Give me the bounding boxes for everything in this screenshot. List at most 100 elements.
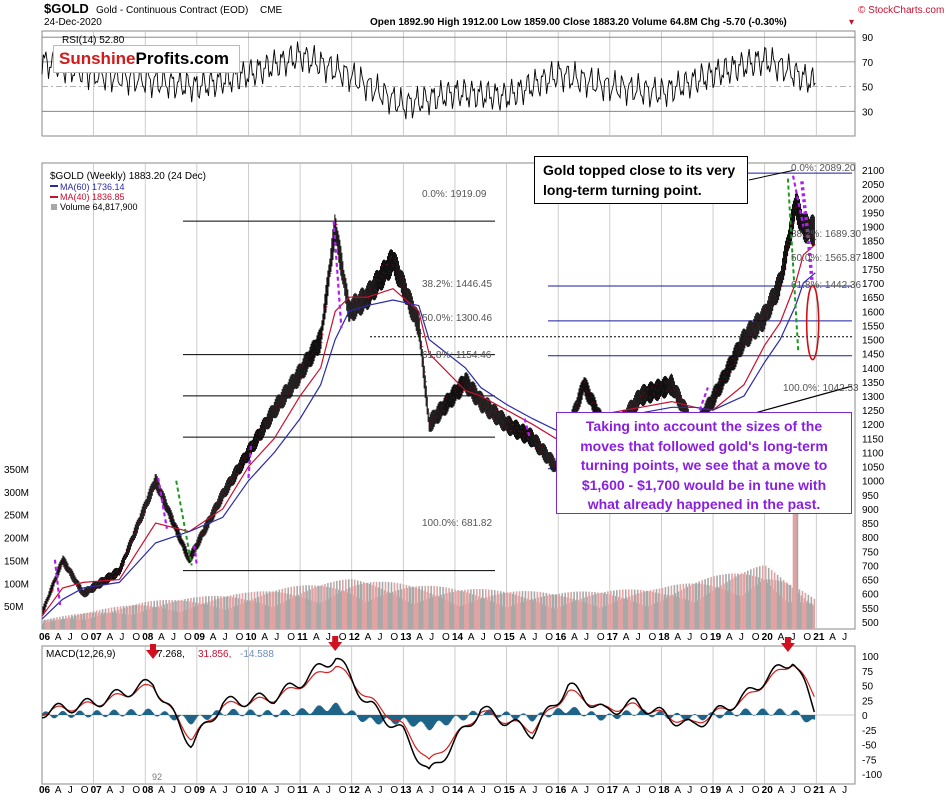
macd-histogram-bar (626, 710, 629, 715)
volume-bar (629, 600, 632, 629)
macd-histogram-bar (53, 715, 55, 719)
volume-bar (318, 585, 320, 629)
volume-bar (312, 588, 314, 629)
x-axis-label: O (700, 785, 708, 796)
macd-histogram-bar (705, 715, 707, 718)
volume-bar (376, 597, 379, 629)
volume-bar (152, 606, 155, 629)
macd-histogram-bar (91, 713, 94, 715)
volume-bar (351, 586, 354, 629)
macd-histogram-bar (92, 712, 95, 715)
macd-histogram-bar (86, 715, 89, 718)
macd-histogram-bar (528, 715, 531, 720)
macd-histogram-bar (412, 715, 415, 727)
volume-bar (417, 588, 420, 629)
macd-histogram-bar (445, 715, 447, 726)
volume-bar (259, 591, 262, 629)
volume-bar (276, 604, 279, 629)
volume-bar (257, 596, 260, 629)
macd-axis-label: -75 (862, 755, 877, 766)
macd-histogram-bar (156, 715, 158, 717)
macd-histogram-bar (328, 710, 330, 715)
macd-histogram-bar (554, 710, 557, 715)
macd-histogram-bar (384, 715, 387, 718)
volume-bar (208, 596, 210, 629)
volume-bar (63, 618, 65, 629)
macd-note: 92 (152, 772, 162, 782)
volume-bar (285, 600, 288, 629)
volume-bar (783, 582, 786, 629)
macd-histogram-bar (282, 710, 285, 715)
volume-bar (556, 607, 559, 629)
macd-histogram-bar (367, 715, 370, 718)
macd-histogram-bar (513, 715, 516, 720)
x-axis-label: 08 (142, 785, 154, 796)
volume-bar (784, 600, 787, 629)
fib-left-100-label: 100.0%: 681.82 (422, 518, 492, 529)
volume-bar (589, 595, 591, 629)
macd-histogram-bar (765, 711, 768, 715)
x-axis-label: O (803, 632, 811, 643)
macd-histogram-bar (184, 715, 186, 718)
macd-histogram-bar (231, 709, 234, 715)
volume-bar (601, 592, 603, 629)
volume-bar (338, 589, 340, 629)
macd-histogram-bar (391, 715, 394, 723)
volume-bar (644, 606, 647, 629)
macd-line (42, 657, 816, 770)
price-axis-label: 600 (862, 590, 879, 601)
volume-bar (101, 609, 104, 629)
macd-histogram-bar (372, 715, 375, 720)
volume-bar (149, 606, 152, 629)
macd-histogram-bar (345, 713, 348, 715)
macd-histogram-bar (310, 713, 312, 715)
volume-bar (467, 589, 469, 629)
macd-histogram-bar (342, 712, 344, 715)
volume-bar (702, 596, 704, 629)
volume-bar (789, 584, 792, 629)
volume-bar (531, 599, 534, 629)
volume-bar (369, 582, 372, 629)
volume-bar (299, 585, 301, 629)
macd-histogram-bar (459, 715, 461, 719)
x-axis-label: J (378, 785, 383, 796)
x-axis-label: A (158, 632, 165, 643)
macd-histogram-bar (613, 715, 615, 717)
volume-bar (726, 581, 728, 629)
macd-histogram-bar (137, 715, 140, 716)
volume-bar (303, 592, 305, 629)
macd-histogram-bar (680, 715, 683, 717)
volume-bar (90, 618, 93, 629)
macd-histogram-bar (715, 715, 717, 716)
volume-bar (47, 619, 49, 629)
projected-decline-path (800, 181, 814, 284)
x-axis-label: A (674, 632, 681, 643)
macd-histogram-bar (150, 710, 153, 715)
volume-bar (355, 596, 358, 629)
macd-histogram-bar (322, 708, 324, 715)
volume-bar (670, 585, 673, 629)
macd-histogram-bar (419, 715, 422, 722)
macd-histogram-bar (434, 715, 436, 724)
volume-bar (522, 601, 525, 629)
macd-axis-label: 25 (862, 696, 874, 707)
volume-bar (709, 585, 711, 629)
volume-bar (241, 593, 244, 629)
volume-bar (420, 589, 423, 629)
macd-histogram-bar (363, 715, 366, 722)
x-axis-label: A (210, 632, 217, 643)
macd-histogram-bar (616, 715, 619, 719)
macd-histogram-bar (793, 710, 796, 715)
macd-histogram-bar (690, 715, 693, 717)
x-axis-label: A (468, 632, 475, 643)
volume-bar (99, 615, 102, 629)
macd-histogram-bar (524, 714, 527, 715)
macd-histogram-bar (779, 708, 782, 715)
volume-bar (751, 575, 754, 629)
volume-bar (274, 591, 277, 629)
volume-bar (361, 600, 364, 629)
volume-bar (377, 587, 380, 629)
volume-bar (620, 597, 623, 629)
macd-histogram-bar (486, 710, 489, 715)
x-axis-label: O (494, 632, 502, 643)
